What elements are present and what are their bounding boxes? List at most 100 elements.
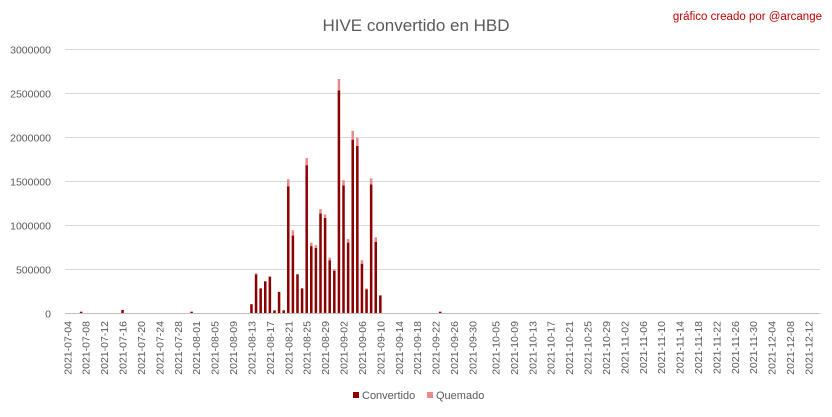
bars-layer xyxy=(79,78,442,313)
x-tick-label: 2021-07-24 xyxy=(154,321,166,375)
x-tick-label: 2021-08-05 xyxy=(210,321,222,375)
bar-convertido xyxy=(310,246,313,313)
chart-title: HIVE convertido en HBD xyxy=(322,16,509,35)
legend-label-convertido: Convertido xyxy=(362,390,415,402)
x-tick-label: 2021-08-01 xyxy=(191,321,203,375)
x-tick-label: 2021-11-26 xyxy=(730,321,742,374)
bar-convertido xyxy=(273,310,276,313)
y-tick-label: 2500000 xyxy=(10,89,51,101)
bar-quemado xyxy=(268,276,272,277)
legend: Convertido Quemado xyxy=(353,390,484,402)
x-tick-label: 2021-09-26 xyxy=(449,321,461,375)
bar-convertido xyxy=(333,270,336,313)
bar-convertido xyxy=(282,310,285,313)
bar-convertido xyxy=(328,260,331,313)
bar-quemado xyxy=(254,273,258,275)
x-tick-label: 2021-09-06 xyxy=(357,321,369,375)
x-tick-label: 2021-10-25 xyxy=(583,321,595,375)
bar-convertido xyxy=(369,184,373,313)
bar-quemado xyxy=(328,257,331,261)
x-tick-label: 2021-09-14 xyxy=(394,321,406,375)
bar-quemado xyxy=(365,288,368,290)
bar-quemado xyxy=(319,209,322,214)
x-tick-label: 2021-07-28 xyxy=(173,321,185,375)
bar-quemado xyxy=(351,130,354,140)
bar-convertido xyxy=(121,309,124,313)
x-tick-label: 2021-11-06 xyxy=(638,321,650,374)
x-tick-label: 2021-09-02 xyxy=(339,321,351,375)
bar-convertido xyxy=(287,186,290,313)
x-tick-label: 2021-09-22 xyxy=(431,321,443,375)
bar-quemado xyxy=(291,230,295,236)
bar-convertido xyxy=(360,263,364,313)
bar-convertido xyxy=(79,311,83,313)
y-tick-label: 1000000 xyxy=(10,221,51,233)
x-tick-label: 2021-11-02 xyxy=(619,321,631,374)
y-tick-label: 0 xyxy=(45,309,51,321)
x-tick-label: 2021-10-13 xyxy=(527,321,539,375)
bar-convertido xyxy=(296,274,299,313)
x-tick-label: 2021-08-29 xyxy=(320,321,332,375)
x-tick-label: 2021-11-22 xyxy=(711,321,723,374)
bar-quemado xyxy=(337,78,341,91)
bar-convertido xyxy=(351,139,354,313)
bar-quemado xyxy=(310,242,313,247)
bar-convertido xyxy=(342,185,345,313)
bar-convertido xyxy=(259,288,262,313)
bar-convertido xyxy=(250,304,253,313)
bar-convertido xyxy=(323,217,327,313)
legend-swatch-convertido xyxy=(353,392,359,398)
x-tick-label: 2021-10-29 xyxy=(601,321,613,375)
x-tick-label: 2021-07-04 xyxy=(62,321,74,375)
bar-quemado xyxy=(314,245,318,248)
bar-quemado xyxy=(374,237,378,242)
y-tick-label: 500000 xyxy=(16,265,51,277)
y-tick-label: 2000000 xyxy=(10,133,51,145)
bar-convertido xyxy=(277,291,281,313)
y-tick-label: 3000000 xyxy=(10,45,51,57)
bar-quemado xyxy=(323,214,327,218)
x-tick-label: 2021-07-08 xyxy=(81,321,93,375)
legend-label-quemado: Quemado xyxy=(436,390,484,402)
x-tick-label: 2021-10-05 xyxy=(490,321,502,375)
x-tick-label: 2021-08-21 xyxy=(283,321,295,375)
axis-layer: 0 500000 1000000 1500000 2000000 2500000 30000… xyxy=(10,45,820,375)
bar-convertido xyxy=(254,274,258,313)
bar-convertido xyxy=(314,247,318,313)
x-tick-label: 2021-12-12 xyxy=(804,321,816,375)
bar-convertido xyxy=(190,311,193,313)
x-tick-label: 2021-08-25 xyxy=(302,321,314,375)
bar-convertido xyxy=(356,145,359,313)
bar-convertido xyxy=(346,242,350,313)
bar-convertido xyxy=(319,213,322,313)
x-tick-label: 2021-11-10 xyxy=(656,321,668,374)
x-tick-label: 2021-07-20 xyxy=(136,321,148,375)
bar-convertido xyxy=(291,235,295,313)
bar-quemado xyxy=(356,137,359,146)
bar-convertido xyxy=(374,241,378,313)
bar-quemado xyxy=(346,239,350,243)
x-tick-label: 2021-07-12 xyxy=(99,321,111,375)
x-tick-label: 2021-12-04 xyxy=(767,321,779,375)
x-tick-label: 2021-12-08 xyxy=(785,321,797,375)
x-tick-label: 2021-09-18 xyxy=(412,321,424,375)
bar-convertido xyxy=(365,289,368,313)
x-tick-label: 2021-08-17 xyxy=(265,321,277,375)
bar-convertido xyxy=(438,311,442,313)
x-tick-label: 2021-09-30 xyxy=(467,321,479,375)
x-tick-label: 2021-08-13 xyxy=(246,321,258,375)
x-tick-label: 2021-10-09 xyxy=(509,321,521,375)
bar-convertido xyxy=(337,90,341,313)
x-tick-label: 2021-11-30 xyxy=(748,321,760,374)
y-tick-label: 1500000 xyxy=(10,177,51,189)
x-tick-label: 2021-08-09 xyxy=(228,321,240,375)
bar-convertido xyxy=(300,288,304,313)
x-tick-label: 2021-09-10 xyxy=(375,321,387,375)
x-tick-label: 2021-11-18 xyxy=(693,321,705,374)
bar-quemado xyxy=(333,269,336,271)
bar-quemado xyxy=(287,179,290,187)
bar-convertido xyxy=(305,165,308,313)
legend-swatch-quemado xyxy=(427,392,433,398)
